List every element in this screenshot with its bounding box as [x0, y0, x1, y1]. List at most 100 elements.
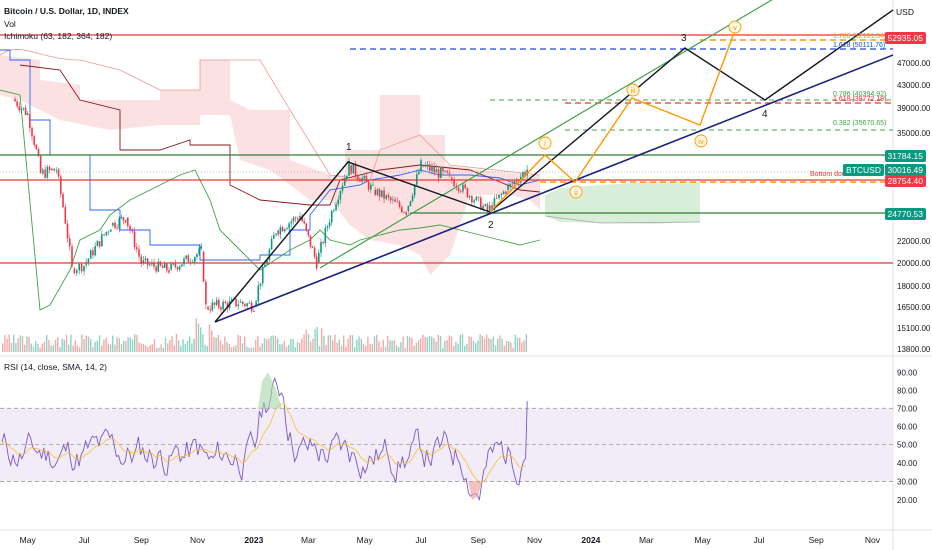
candle-body [120, 217, 123, 219]
volume-bar [296, 341, 299, 352]
volume-bar [323, 336, 325, 352]
candle-body [477, 196, 480, 198]
candle-body [435, 169, 438, 173]
volume-bar [153, 339, 156, 352]
volume-bar [428, 335, 431, 352]
candle-body [44, 169, 46, 178]
candle-body [311, 246, 314, 248]
volume-bar [457, 344, 459, 352]
volume-bar [193, 338, 195, 352]
volume-bar [455, 341, 457, 352]
time-tick: May [357, 535, 374, 545]
rsi-label[interactable]: RSI (14, close, SMA, 14, 2) [4, 362, 107, 372]
volume-bar [37, 344, 39, 352]
candle-body [151, 262, 153, 265]
candle-body [42, 169, 44, 174]
candle-body [268, 249, 271, 261]
candle-body [292, 217, 295, 222]
volume-bar [125, 341, 127, 352]
volume-bar [477, 340, 479, 352]
candle-body [191, 261, 194, 263]
candle-body [207, 307, 209, 310]
candle-body [142, 260, 145, 263]
volume-bar [525, 334, 527, 352]
candle-body [453, 180, 455, 187]
volume-bar [244, 336, 246, 352]
candle-body [16, 101, 18, 107]
volume-bar [226, 341, 228, 352]
volume-bar [378, 341, 380, 352]
elliott-wave-main [214, 9, 894, 323]
volume-bar [512, 347, 514, 352]
ichimoku-label[interactable]: Ichimoku (63, 182, 364, 182) [4, 31, 113, 41]
candle-body [307, 229, 310, 236]
volume-bar [50, 345, 52, 352]
candle-body [261, 267, 264, 284]
rsi-band [0, 408, 893, 482]
volume-bar [490, 339, 492, 352]
candle-body [324, 227, 327, 244]
candle-body [333, 210, 335, 212]
volume-bar [292, 338, 294, 352]
candle-body [288, 223, 290, 229]
candle-body [226, 303, 229, 309]
volume-bar [290, 339, 292, 352]
volume-bar [158, 347, 160, 352]
volume-bar [4, 334, 6, 352]
candle-body [259, 283, 262, 286]
price-candles [14, 96, 528, 314]
currency-label[interactable]: USD [896, 7, 914, 17]
volume-bar [57, 337, 59, 352]
volume-bar [191, 343, 193, 352]
volume-bar [332, 340, 334, 352]
candle-body [413, 184, 416, 196]
symbol-title[interactable]: Bitcoin / U.S. Dollar, 1D, INDEX [4, 6, 129, 16]
volume-bar [349, 335, 351, 352]
fib-label-1618-lower: 1.618 (39772.18) [833, 96, 886, 103]
candle-body [484, 204, 487, 206]
candle-body [105, 231, 108, 235]
time-tick: Mar [639, 535, 654, 545]
candle-body [209, 309, 211, 311]
volume-bar [263, 338, 266, 352]
candle-body [159, 261, 162, 266]
subwave-v-circle [728, 20, 742, 34]
candle-body [224, 301, 227, 304]
volume-bar [439, 335, 442, 352]
candle-body [118, 218, 121, 228]
volume-bar [448, 335, 450, 352]
candle-body [420, 160, 422, 172]
time-tick: Nov [865, 535, 881, 545]
volume-bar [79, 347, 81, 352]
volume-bar [123, 341, 125, 352]
candle-body [356, 175, 359, 180]
volume-bar [516, 337, 519, 352]
candle-body [507, 185, 509, 190]
volume-bar [268, 338, 270, 352]
volume-label[interactable]: Vol [4, 19, 16, 29]
volume-bar [475, 342, 477, 352]
candle-body [20, 108, 23, 111]
candle-body [370, 184, 372, 190]
candle-body [290, 221, 293, 224]
volume-bar [450, 336, 453, 352]
price-tick: 18000.00 [897, 282, 931, 291]
candle-body [39, 155, 42, 174]
volume-bar [92, 347, 94, 352]
volume-bar [180, 346, 182, 352]
candle-body [459, 190, 462, 192]
volume-bar [398, 347, 400, 352]
candle-body [127, 217, 129, 226]
volume-bar [8, 334, 10, 352]
candle-body [363, 175, 366, 179]
volume-bar [510, 342, 512, 352]
volume-bar [149, 345, 151, 352]
candle-body [98, 240, 101, 247]
candle-body [403, 211, 405, 213]
volume-bar [380, 346, 382, 352]
volume-bar [248, 347, 250, 352]
trendline-support-blue [214, 54, 894, 323]
volume-bar [371, 344, 373, 352]
candle-body [183, 258, 185, 265]
